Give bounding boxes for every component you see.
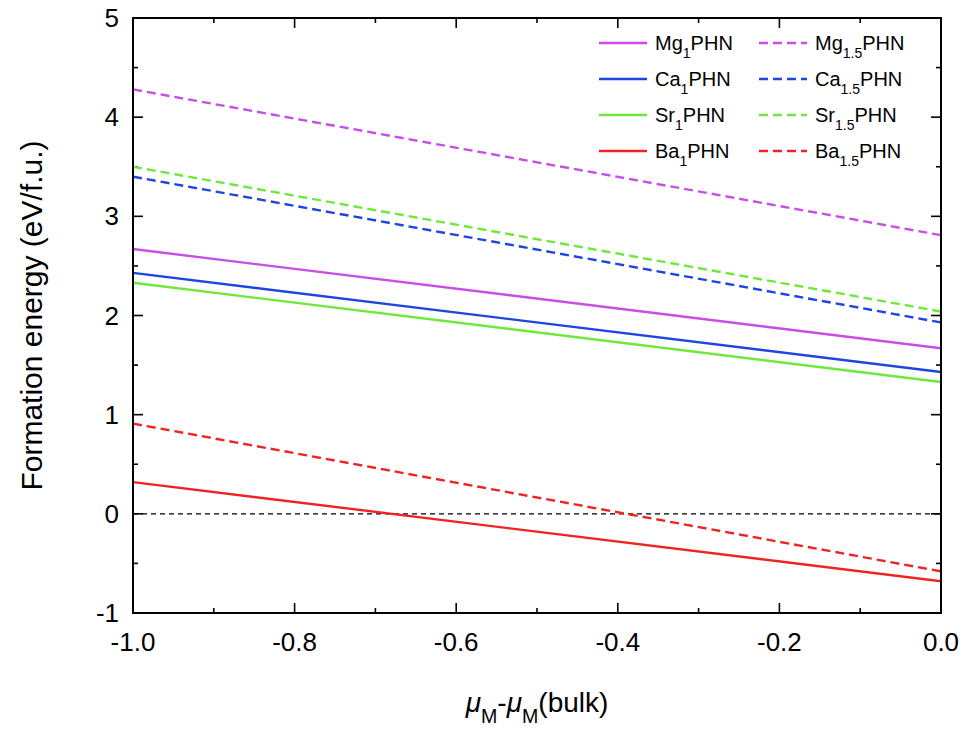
subscript: M <box>522 705 538 727</box>
x-tick-top <box>294 18 296 28</box>
x-tick-label: -0.4 <box>595 627 640 657</box>
y-tick-label: 0 <box>105 499 119 529</box>
subscript: 1.5 <box>839 153 859 169</box>
legend-swatch <box>759 114 807 116</box>
legend-label: Ca1.5PHN <box>815 68 902 97</box>
chart: -1.0-0.8-0.6-0.4-0.20.0-1012345μM-μM(bul… <box>0 0 968 731</box>
text-part: PHN <box>860 68 902 90</box>
legend-swatch <box>599 42 647 44</box>
legend-swatch <box>759 78 807 80</box>
text-part: Ca <box>815 68 841 90</box>
text-part: PHN <box>683 104 725 126</box>
legend-label: Ba1PHN <box>655 140 730 169</box>
subscript: 1 <box>681 81 689 97</box>
text-part: Sr <box>815 104 835 126</box>
y-tick-label: 4 <box>105 102 119 132</box>
series-line <box>133 283 941 382</box>
y-tick-right <box>931 216 941 218</box>
legend-swatch <box>599 78 647 80</box>
y-axis-label: Formation energy (eV/f.u.) <box>15 140 48 490</box>
text-part: PHN <box>854 104 896 126</box>
series-line <box>133 424 941 572</box>
legend-swatch <box>759 150 807 152</box>
text-part: Ba <box>655 140 680 162</box>
legend-label: Ba1.5PHN <box>815 140 901 169</box>
text-part: PHN <box>687 140 729 162</box>
legend-label: Ca1PHN <box>655 68 731 97</box>
series-line <box>133 167 941 312</box>
text-part: Sr <box>655 104 675 126</box>
y-tick-label: 2 <box>105 301 119 331</box>
y-tick-right <box>931 315 941 317</box>
legend-label: Mg1.5PHN <box>815 32 905 61</box>
text-part: - <box>497 687 506 718</box>
symbol: μ <box>506 687 522 718</box>
y-tick <box>133 414 143 416</box>
plot-frame <box>133 18 941 613</box>
x-tick-top <box>617 18 619 28</box>
text-part: PHN <box>862 32 904 54</box>
y-tick-label: 1 <box>105 400 119 430</box>
x-tick-label: -1.0 <box>111 627 156 657</box>
text-part: Ba <box>815 140 840 162</box>
legend-label: Sr1PHN <box>655 104 725 133</box>
series-line <box>133 89 941 235</box>
subscript: 1.5 <box>843 45 863 61</box>
plot-area <box>133 89 941 581</box>
legend: Mg1PHNCa1PHNSr1PHNBa1PHNMg1.5PHNCa1.5PHN… <box>599 32 905 169</box>
series-line <box>133 273 941 372</box>
x-tick-label: -0.6 <box>434 627 479 657</box>
text-part: Ca <box>655 68 681 90</box>
text-part: (bulk) <box>538 687 608 718</box>
subscript: 1.5 <box>835 117 855 133</box>
symbol: μ <box>465 687 481 718</box>
x-tick <box>455 603 457 613</box>
x-tick-top <box>779 18 781 28</box>
legend-swatch <box>759 42 807 44</box>
text-part: PHN <box>688 68 730 90</box>
y-tick-label: -1 <box>96 598 119 628</box>
legend-swatch <box>599 150 647 152</box>
subscript: 1 <box>683 45 691 61</box>
y-tick-right <box>931 116 941 118</box>
x-axis-label: μM-μM(bulk) <box>465 687 609 727</box>
reference-line <box>133 513 941 514</box>
text-part: PHN <box>859 140 901 162</box>
subscript: M <box>481 705 497 727</box>
text-part: PHN <box>691 32 733 54</box>
text-part: Mg <box>815 32 843 54</box>
legend-swatch <box>599 114 647 116</box>
x-tick-label: 0.0 <box>923 627 959 657</box>
x-tick-top <box>455 18 457 28</box>
legend-label: Mg1PHN <box>655 32 733 61</box>
ticks <box>133 18 941 613</box>
x-tick <box>294 603 296 613</box>
y-tick <box>133 116 143 118</box>
subscript: 1 <box>675 117 683 133</box>
y-tick-label: 5 <box>105 3 119 33</box>
y-tick <box>133 216 143 218</box>
subscript: 1 <box>679 153 687 169</box>
y-tick-label: 3 <box>105 201 119 231</box>
subscript: 1.5 <box>841 81 861 97</box>
x-tick-label: -0.2 <box>757 627 802 657</box>
x-tick <box>779 603 781 613</box>
x-tick <box>617 603 619 613</box>
text-part: Mg <box>655 32 683 54</box>
y-tick-right <box>931 414 941 416</box>
x-tick-label: -0.8 <box>272 627 317 657</box>
legend-label: Sr1.5PHN <box>815 104 897 133</box>
series-line <box>133 177 941 323</box>
y-tick <box>133 315 143 317</box>
